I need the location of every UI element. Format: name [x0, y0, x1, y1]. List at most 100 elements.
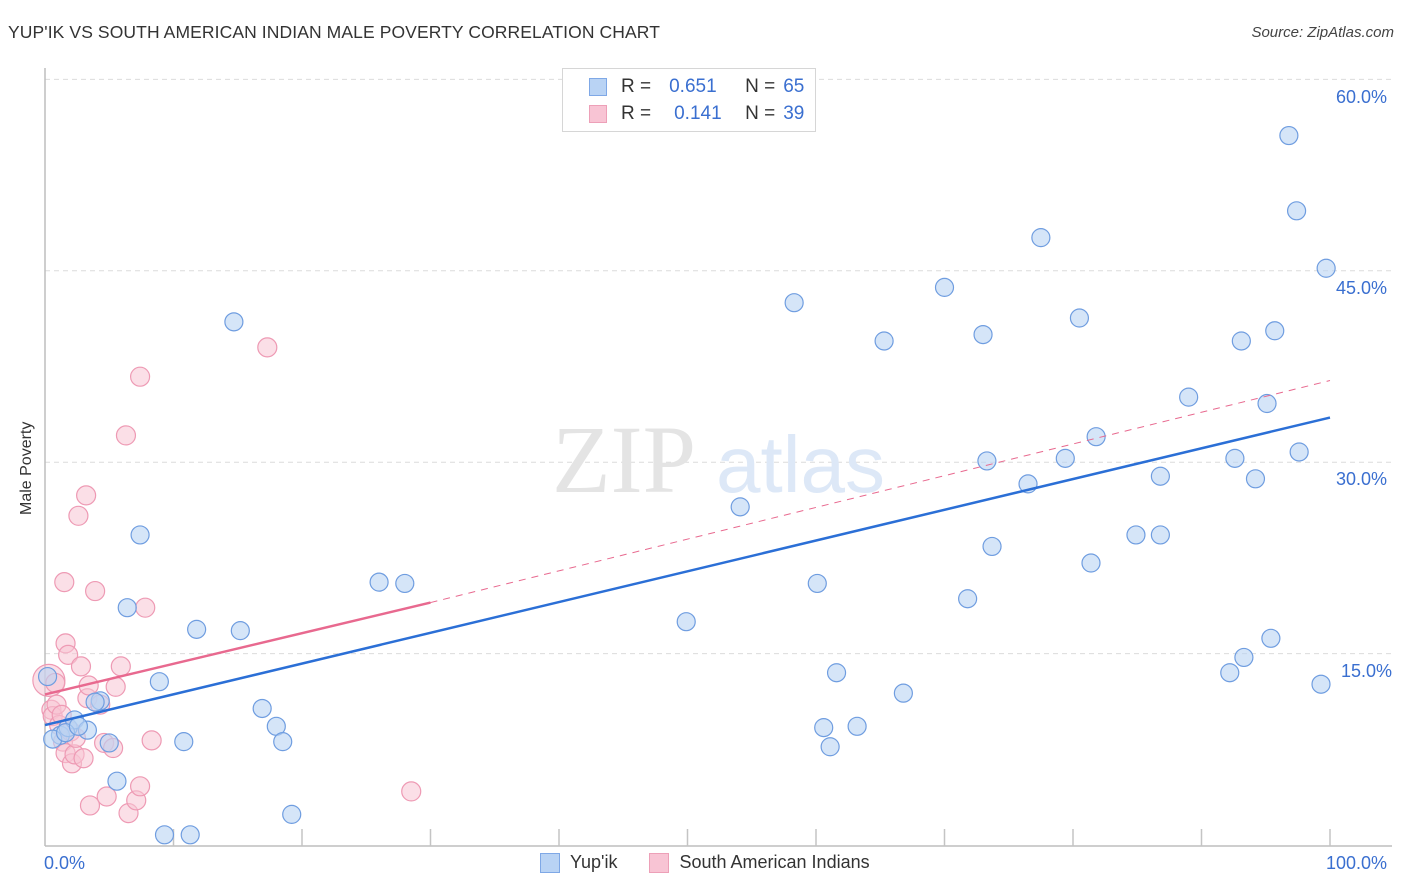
data-point: [252, 698, 272, 719]
data-point: [130, 525, 150, 545]
data-point: [1257, 393, 1277, 414]
x-tick-max: 100.0%: [1326, 853, 1388, 873]
data-point: [58, 644, 79, 665]
data-point: [1311, 674, 1331, 694]
data-point: [70, 656, 92, 677]
r-value: 0.651: [669, 76, 717, 97]
y-tick-60: 60.0%: [1336, 87, 1388, 107]
data-point: [85, 692, 105, 712]
data-point: [37, 666, 58, 687]
data-point: [874, 331, 894, 351]
data-point: [1179, 387, 1199, 407]
data-point: [934, 277, 955, 297]
y-tick-30: 30.0%: [1336, 469, 1388, 489]
x-tick-min: 0.0%: [44, 853, 86, 873]
data-point: [1245, 469, 1266, 489]
data-point: [154, 825, 175, 845]
data-point: [96, 786, 117, 807]
data-point: [117, 598, 137, 618]
data-point: [1225, 448, 1245, 468]
yupik-points: [37, 125, 1336, 845]
data-point: [79, 795, 101, 816]
data-point: [73, 748, 94, 769]
r-value: 0.141: [674, 103, 722, 124]
data-point: [1265, 321, 1285, 341]
sai-trendline-extension: [430, 380, 1331, 604]
y-tick-45: 45.0%: [1336, 278, 1388, 298]
y-tick-15: 15.0%: [1341, 661, 1393, 681]
data-point: [369, 572, 389, 592]
data-point: [676, 612, 696, 632]
watermark: ZIP atlas: [552, 406, 885, 513]
source-label: Source: ZipAtlas.com: [1251, 24, 1394, 41]
data-point: [230, 621, 250, 641]
data-point: [395, 573, 415, 594]
correlation-legend: R = 0.651 N = 65 R = 0.141 N = 39: [562, 68, 816, 132]
data-point: [141, 730, 162, 751]
sai-trendline: [44, 601, 431, 696]
data-point: [1086, 427, 1106, 447]
data-point: [273, 732, 293, 752]
n-value: 39: [783, 103, 805, 124]
data-point: [982, 536, 1002, 557]
pink-swatch-icon: [589, 105, 607, 123]
data-point: [68, 505, 89, 526]
data-point: [826, 663, 847, 683]
data-point: [174, 732, 194, 752]
data-point: [1081, 553, 1101, 573]
blue-swatch-icon: [589, 78, 607, 96]
data-point: [784, 293, 804, 313]
data-point: [1279, 125, 1299, 146]
data-point: [1261, 628, 1281, 648]
data-point: [1286, 201, 1307, 221]
gridlines: [45, 78, 1392, 655]
n-value: 65: [783, 76, 805, 97]
data-point: [401, 781, 422, 802]
data-point: [135, 597, 156, 618]
data-point: [1220, 663, 1240, 683]
data-point: [1126, 525, 1146, 545]
pink-swatch-icon: [649, 852, 670, 873]
trend-lines: [44, 380, 1331, 727]
y-axis-label-wrap: Male Poverty: [18, 422, 111, 533]
data-point: [54, 572, 75, 593]
data-point: [76, 485, 97, 506]
legend-item-south-american-indians[interactable]: South American Indians: [649, 852, 870, 873]
south-american-indians-points: [32, 337, 422, 824]
data-point: [107, 771, 127, 791]
data-point: [129, 366, 151, 387]
blue-swatch-icon: [540, 852, 560, 873]
data-point: [820, 737, 840, 757]
data-point: [99, 733, 119, 753]
data-point: [1316, 258, 1336, 278]
legend-row-south-american-indians: R = 0.141 N = 39: [589, 102, 804, 126]
data-point: [1150, 466, 1170, 486]
y-axis-label: Male Poverty: [18, 421, 35, 515]
data-point: [807, 573, 827, 594]
data-point: [282, 804, 302, 824]
x-axis-ticks: [172, 829, 1331, 846]
data-point: [68, 716, 89, 736]
data-point: [1231, 331, 1251, 351]
legend-item-yupik[interactable]: Yup'ik: [540, 852, 617, 873]
data-point: [977, 451, 997, 471]
legend-row-yupik: R = 0.651 N = 65: [589, 75, 804, 99]
data-point: [129, 776, 151, 797]
yupik-trendline: [44, 416, 1331, 727]
svg-text:ZIP: ZIP: [552, 406, 696, 513]
data-point: [224, 312, 244, 332]
data-point: [973, 325, 993, 345]
chart-title: YUP'IK VS SOUTH AMERICAN INDIAN MALE POV…: [8, 22, 660, 42]
data-point: [1031, 228, 1051, 248]
data-point: [115, 425, 137, 446]
data-point: [814, 718, 834, 738]
data-point: [149, 672, 169, 692]
data-point: [257, 337, 278, 358]
data-point: [958, 589, 978, 609]
data-point: [110, 656, 131, 677]
data-point: [85, 580, 106, 602]
data-point: [1055, 448, 1075, 468]
data-point: [893, 683, 913, 703]
data-point: [187, 619, 207, 639]
